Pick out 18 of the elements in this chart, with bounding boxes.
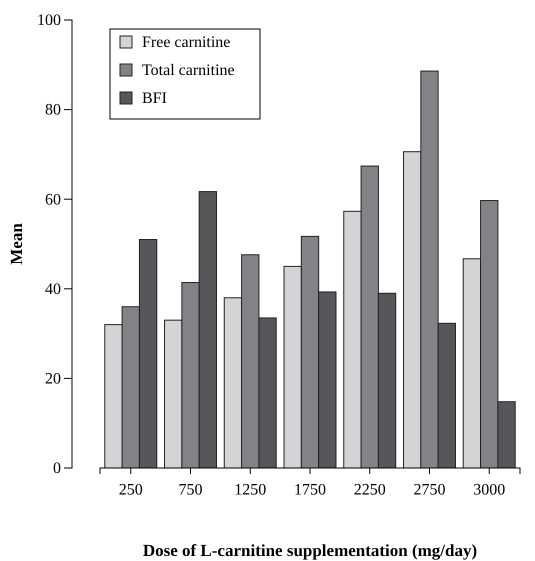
legend-label: BFI: [142, 90, 167, 107]
x-tick-label: 2250: [354, 482, 386, 499]
y-axis-title: Mean: [7, 222, 26, 265]
x-tick-label: 250: [118, 482, 143, 499]
y-tick-label: 0: [53, 460, 61, 478]
y-tick-label: 40: [45, 280, 61, 298]
x-tick-label: 750: [178, 482, 203, 499]
y-tick-label: 80: [45, 102, 61, 119]
x-tick-label: 1750: [294, 482, 326, 499]
y-tick-label: 20: [45, 370, 61, 388]
y-tick-label: 100: [37, 12, 61, 30]
y-tick-label: 60: [45, 191, 61, 208]
x-tick-label: 2750: [413, 482, 446, 499]
x-tick-label: 3000: [473, 482, 506, 499]
x-axis-title: Dose of L-carnitine supplementation (mg/day): [142, 541, 478, 560]
legend-label: Total carnitine: [142, 62, 235, 79]
x-tick-label: 1250: [234, 482, 266, 499]
legend-label: Free carnitine: [142, 34, 230, 51]
